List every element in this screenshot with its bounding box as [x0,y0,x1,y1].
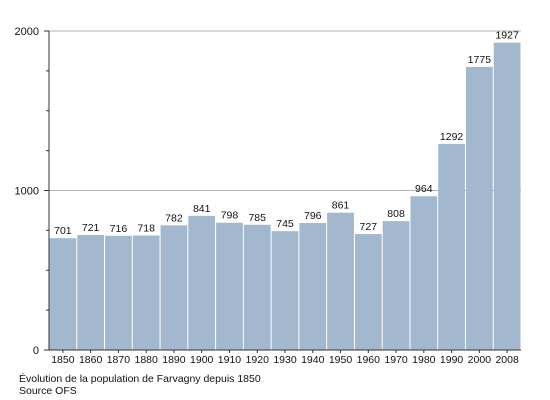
data-label: 808 [387,208,405,220]
bar [410,196,438,350]
bar [271,231,299,350]
data-label: 782 [165,212,183,224]
x-tick-label: 1980 [412,354,436,366]
x-tick-label: 1990 [440,354,464,366]
x-tick-label: 1910 [218,354,242,366]
bar [327,212,354,350]
x-tick-label: 1930 [273,354,297,366]
bar [438,143,465,350]
x-tick-label: 1970 [384,354,408,366]
y-tick-label: 0 [33,345,39,357]
data-label: 964 [415,183,433,195]
bar [160,225,188,350]
data-label: 718 [137,222,155,234]
x-tick-label: 1900 [190,354,214,366]
chart-source: Source OFS [19,385,77,397]
data-label: 1775 [468,54,492,66]
x-tick-label: 2000 [468,354,492,366]
bar [299,223,327,350]
data-label: 785 [248,212,266,224]
x-tick-label: 1850 [51,354,75,366]
x-tick-label: 1870 [107,354,131,366]
data-label: 721 [82,222,100,234]
x-tick-label: 1920 [246,354,270,366]
x-tick-labels: 1850 1860 1870 1880 1890 1900 1910 1920 1930 1940… [51,354,519,366]
y-tick-labels: 0 1000 2000 [15,26,39,357]
bar [465,66,493,350]
bar [105,235,132,350]
x-tick-label: 1940 [301,354,325,366]
bar [243,224,271,350]
bar [382,221,410,350]
x-tick-label: 1890 [162,354,186,366]
axes [44,30,521,353]
bars [49,42,521,351]
data-labels: 701 721 716 718 782 841 798 785 745 796 861 727 808 9… [54,30,519,238]
chart-title: Évolution de la population de Farvagny d… [19,373,261,385]
x-tick-label: 1960 [357,354,381,366]
bar [132,235,160,350]
bar [77,235,105,350]
data-label: 701 [54,225,72,237]
data-label: 727 [360,221,378,233]
x-tick-label: 1860 [79,354,103,366]
data-label: 745 [276,218,294,230]
bar [49,238,77,350]
data-label: 798 [221,210,239,222]
bar [493,42,521,351]
data-label: 716 [110,223,128,235]
data-label: 1292 [440,131,464,143]
data-label: 796 [304,210,322,222]
y-tick-label: 1000 [15,186,39,198]
y-tick-label: 2000 [15,26,39,38]
x-tick-label: 1950 [329,354,353,366]
bar [188,215,216,350]
bar [354,234,382,350]
x-tick-label: 2008 [495,354,519,366]
data-label: 841 [193,203,211,215]
data-label: 1927 [495,30,519,42]
bar [216,222,243,350]
x-tick-label: 1880 [134,354,158,366]
data-label: 861 [332,200,350,212]
